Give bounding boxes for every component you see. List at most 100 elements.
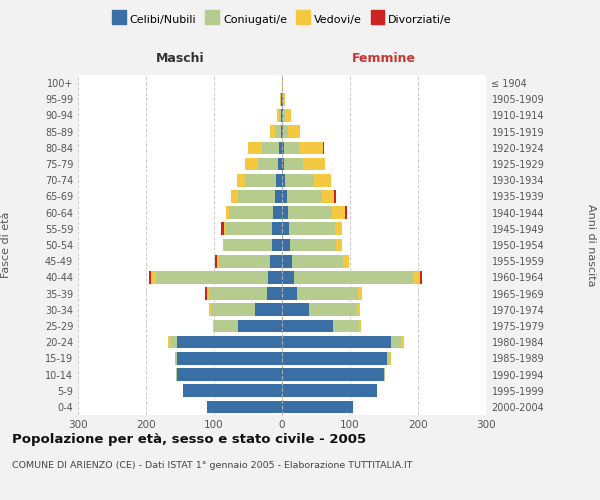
- Bar: [282, 126, 283, 138]
- Bar: [299, 142, 323, 154]
- Bar: [224, 238, 272, 252]
- Bar: [309, 304, 357, 316]
- Bar: [282, 77, 283, 90]
- Bar: [343, 255, 349, 268]
- Bar: [245, 158, 257, 170]
- Bar: [323, 142, 324, 154]
- Bar: [282, 304, 309, 316]
- Bar: [337, 238, 342, 252]
- Bar: [257, 158, 278, 170]
- Bar: [272, 238, 282, 252]
- Bar: [151, 271, 156, 283]
- Bar: [272, 222, 282, 235]
- Bar: [283, 126, 288, 138]
- Bar: [290, 238, 337, 252]
- Bar: [287, 190, 322, 202]
- Bar: [276, 174, 282, 186]
- Bar: [288, 206, 332, 219]
- Bar: [212, 320, 214, 332]
- Bar: [262, 142, 278, 154]
- Bar: [281, 109, 282, 122]
- Bar: [270, 255, 282, 268]
- Bar: [282, 400, 353, 413]
- Bar: [207, 400, 282, 413]
- Bar: [207, 288, 209, 300]
- Bar: [221, 222, 224, 235]
- Bar: [211, 304, 255, 316]
- Bar: [238, 320, 282, 332]
- Bar: [282, 206, 288, 219]
- Bar: [282, 288, 297, 300]
- Bar: [401, 336, 404, 348]
- Bar: [384, 368, 385, 381]
- Bar: [390, 352, 391, 364]
- Bar: [282, 271, 294, 283]
- Bar: [278, 158, 282, 170]
- Bar: [282, 93, 283, 106]
- Bar: [226, 206, 229, 219]
- Bar: [245, 174, 276, 186]
- Bar: [176, 336, 282, 348]
- Bar: [282, 190, 287, 202]
- Bar: [214, 320, 238, 332]
- Bar: [292, 255, 343, 268]
- Bar: [282, 336, 391, 348]
- Bar: [267, 288, 282, 300]
- Bar: [205, 288, 207, 300]
- Bar: [281, 93, 282, 106]
- Bar: [282, 352, 388, 364]
- Bar: [359, 320, 361, 332]
- Bar: [288, 126, 301, 138]
- Bar: [156, 271, 268, 283]
- Bar: [314, 174, 331, 186]
- Bar: [333, 320, 359, 332]
- Bar: [279, 109, 281, 122]
- Bar: [282, 174, 286, 186]
- Text: Femmine: Femmine: [352, 52, 416, 65]
- Bar: [282, 384, 377, 397]
- Bar: [282, 238, 290, 252]
- Bar: [388, 352, 390, 364]
- Bar: [391, 336, 401, 348]
- Bar: [358, 288, 362, 300]
- Bar: [283, 93, 286, 106]
- Bar: [273, 206, 282, 219]
- Bar: [176, 352, 282, 364]
- Bar: [357, 304, 360, 316]
- Bar: [219, 255, 270, 268]
- Bar: [282, 320, 333, 332]
- Text: Fasce di età: Fasce di età: [1, 212, 11, 278]
- Bar: [282, 368, 384, 381]
- Bar: [209, 304, 211, 316]
- Bar: [284, 142, 299, 154]
- Bar: [225, 222, 272, 235]
- Bar: [270, 126, 275, 138]
- Bar: [229, 206, 273, 219]
- Text: Maschi: Maschi: [155, 52, 205, 65]
- Bar: [215, 255, 217, 268]
- Bar: [255, 304, 282, 316]
- Bar: [420, 271, 422, 283]
- Bar: [335, 222, 342, 235]
- Bar: [278, 142, 282, 154]
- Bar: [332, 206, 344, 219]
- Bar: [282, 142, 284, 154]
- Bar: [168, 336, 170, 348]
- Bar: [303, 158, 325, 170]
- Bar: [209, 288, 267, 300]
- Text: COMUNE DI ARIENZO (CE) - Dati ISTAT 1° gennaio 2005 - Elaborazione TUTTITALIA.IT: COMUNE DI ARIENZO (CE) - Dati ISTAT 1° g…: [12, 460, 413, 469]
- Bar: [237, 174, 245, 186]
- Bar: [238, 190, 275, 202]
- Bar: [217, 255, 219, 268]
- Bar: [282, 158, 284, 170]
- Bar: [175, 352, 176, 364]
- Bar: [282, 222, 289, 235]
- Bar: [282, 109, 283, 122]
- Bar: [231, 190, 238, 202]
- Bar: [289, 222, 335, 235]
- Bar: [149, 271, 151, 283]
- Bar: [294, 271, 413, 283]
- Bar: [275, 126, 281, 138]
- Text: Popolazione per età, sesso e stato civile - 2005: Popolazione per età, sesso e stato civil…: [12, 432, 366, 446]
- Bar: [283, 109, 286, 122]
